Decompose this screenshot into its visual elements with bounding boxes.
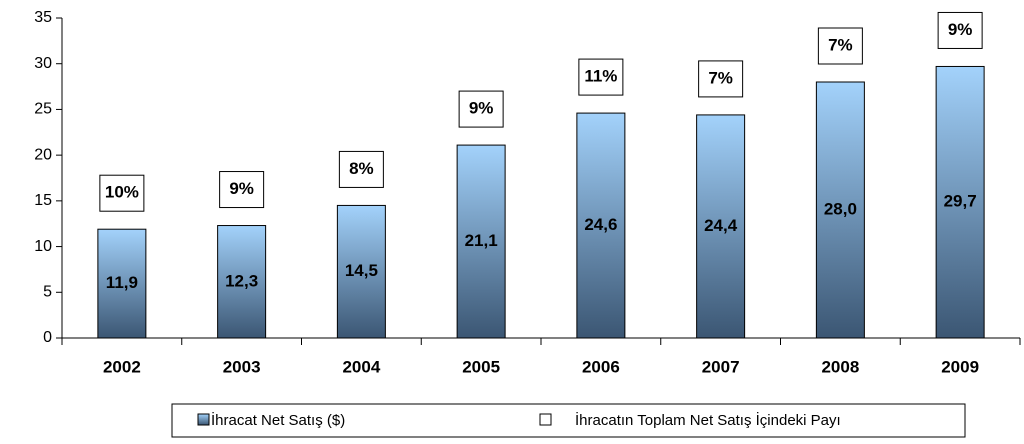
bar <box>97 228 147 339</box>
share-box <box>698 60 744 98</box>
bar-value-label: 21,1 <box>465 231 498 250</box>
bar <box>336 204 386 339</box>
x-tick-label: 2009 <box>941 357 979 376</box>
legend-box <box>171 403 966 438</box>
bar-value-label: 14,5 <box>345 261 378 280</box>
bar <box>815 81 865 339</box>
legend-label: İhracat Net Satış ($) <box>211 411 345 429</box>
bar-value-label: 24,6 <box>584 215 617 234</box>
bar <box>217 225 267 339</box>
y-tick-label: 5 <box>43 284 52 301</box>
x-tick-label: 2008 <box>821 357 859 376</box>
share-label: 7% <box>828 35 853 54</box>
share-label: 8% <box>349 159 374 178</box>
bar <box>935 65 985 339</box>
share-box <box>458 90 504 128</box>
legend-marker <box>197 413 210 426</box>
bar <box>696 114 746 339</box>
bar-value-label: 29,7 <box>944 192 977 211</box>
share-label: 9% <box>229 179 254 198</box>
bar-value-label: 12,3 <box>225 271 258 290</box>
x-tick-label: 2004 <box>342 357 380 376</box>
y-tick-label: 30 <box>34 55 52 72</box>
share-box <box>817 27 863 65</box>
y-tick-label: 0 <box>43 329 52 346</box>
share-box <box>578 58 624 96</box>
y-tick-label: 15 <box>34 192 52 209</box>
bar-value-label: 28,0 <box>824 199 857 218</box>
bar <box>576 112 626 339</box>
share-label: 7% <box>708 68 733 87</box>
x-tick-label: 2002 <box>103 357 141 376</box>
y-tick-label: 20 <box>34 146 52 163</box>
legend-label: İhracatın Toplam Net Satış İçindeki Payı <box>575 411 841 429</box>
share-label: 11% <box>584 67 617 86</box>
bar-value-label: 24,4 <box>704 216 738 235</box>
bar-value-label: 11,9 <box>106 273 138 292</box>
legend-marker <box>539 413 552 426</box>
y-tick-label: 35 <box>34 9 52 26</box>
share-label: 9% <box>469 99 494 118</box>
share-box <box>937 11 983 49</box>
bar <box>456 144 506 339</box>
x-tick-label: 2003 <box>223 357 261 376</box>
share-box <box>219 171 265 209</box>
share-box <box>338 150 384 188</box>
y-tick-label: 10 <box>34 238 52 255</box>
x-tick-label: 2005 <box>462 357 500 376</box>
share-box <box>99 174 145 212</box>
y-tick-label: 25 <box>34 101 52 118</box>
x-tick-label: 2007 <box>702 357 740 376</box>
share-label: 10% <box>105 183 139 202</box>
share-label: 9% <box>948 20 973 39</box>
x-tick-label: 2006 <box>582 357 620 376</box>
